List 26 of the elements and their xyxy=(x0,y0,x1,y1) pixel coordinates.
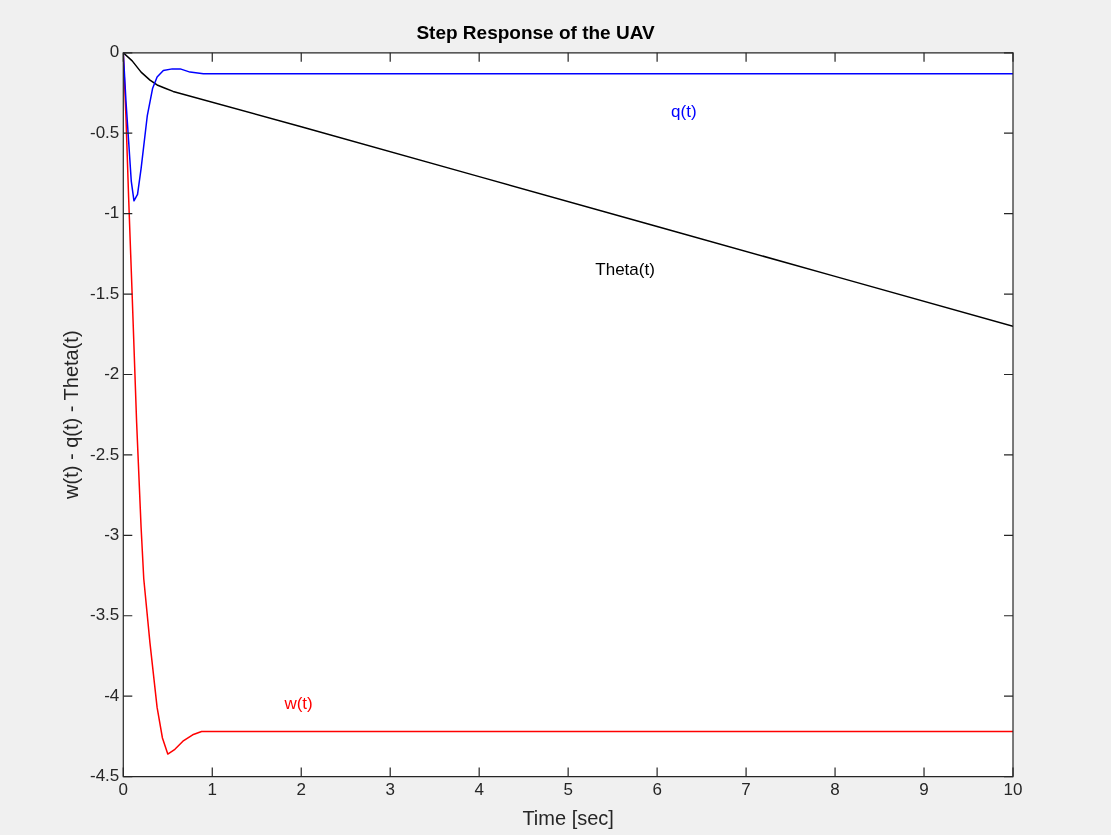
x-axis-title: Time [sec] xyxy=(522,806,614,829)
chart-title: Step Response of the UAV xyxy=(416,21,655,43)
x-tick-label: 7 xyxy=(741,780,751,800)
x-tick-label: 9 xyxy=(919,780,929,800)
x-tick-label: 8 xyxy=(830,780,840,800)
x-tick-label: 6 xyxy=(652,780,662,800)
series-label: w(t) xyxy=(283,693,313,713)
x-tick-label: 3 xyxy=(385,780,395,800)
y-tick-label: -1.5 xyxy=(90,283,120,303)
y-tick-label: -0.5 xyxy=(90,122,120,142)
y-tick-label: -2.5 xyxy=(90,444,120,464)
y-tick-label: -4.5 xyxy=(90,766,120,786)
x-tick-label: 5 xyxy=(563,780,573,800)
x-tick-label: 10 xyxy=(1003,780,1023,800)
y-tick-label: -1 xyxy=(104,203,120,223)
x-tick-label: 4 xyxy=(474,780,484,800)
y-tick-label: -4 xyxy=(104,685,120,705)
y-tick-label: -3 xyxy=(104,525,120,545)
x-tick-label: 1 xyxy=(207,780,217,800)
y-tick-label: -3.5 xyxy=(90,605,120,625)
x-tick-label: 2 xyxy=(296,780,306,800)
y-tick-label: -2 xyxy=(104,364,120,384)
y-axis-title: w(t) - q(t) - Theta(t) xyxy=(59,330,82,500)
series-label: q(t) xyxy=(671,101,697,121)
y-tick-label: 0 xyxy=(109,42,120,62)
series-label: Theta(t) xyxy=(595,259,655,279)
